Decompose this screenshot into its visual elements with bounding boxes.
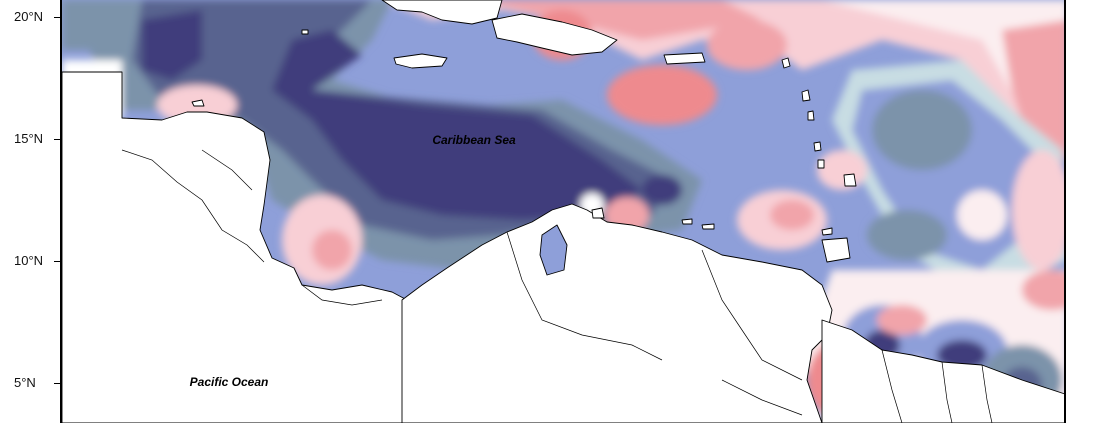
- tick-5n: [54, 383, 60, 384]
- jamaica-land: [393, 53, 448, 69]
- hispaniola-land: [491, 13, 618, 56]
- latitude-label-20n: 20°N: [14, 9, 44, 24]
- map-panel: Caribbean Sea Pacific Ocean: [60, 0, 1066, 423]
- south-america-land: [401, 203, 833, 423]
- trinidad-land: [821, 237, 851, 263]
- tick-15n: [54, 139, 60, 140]
- country-borders: [121, 149, 993, 423]
- pacific-ocean-label: Pacific Ocean: [190, 375, 269, 389]
- latitude-label-15n: 15°N: [14, 131, 44, 146]
- puerto-rico-land: [663, 52, 706, 65]
- caribbean-sea-label: Caribbean Sea: [432, 133, 516, 147]
- map-canvas: Caribbean Sea Pacific Ocean: [62, 0, 1064, 423]
- land: [62, 0, 1064, 423]
- cuba-land: [381, 0, 503, 25]
- latitude-label-10n: 10°N: [14, 253, 44, 268]
- tick-20n: [54, 17, 60, 18]
- latitude-label-5n: 5°N: [14, 375, 36, 390]
- tick-10n: [54, 261, 60, 262]
